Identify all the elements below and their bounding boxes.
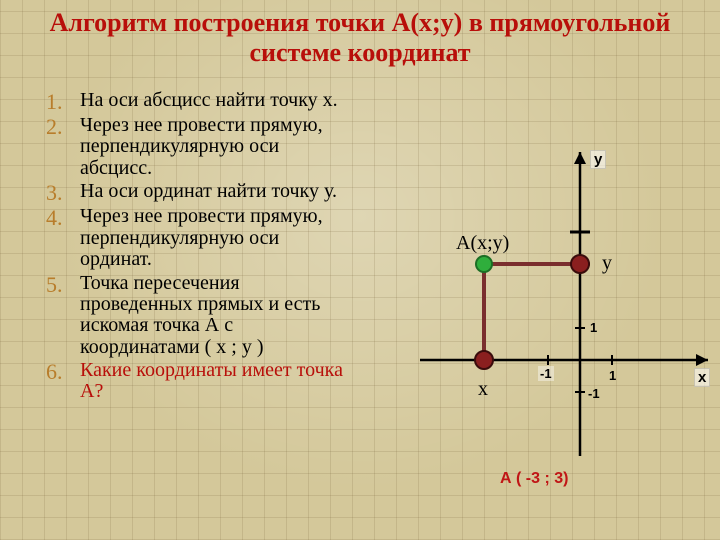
point-a-label: А(х;у) (456, 232, 509, 255)
step-text: На оси ординат найти точку у. (80, 181, 337, 204)
tick-y-neg: -1 (588, 386, 600, 401)
tick-x-neg: -1 (538, 366, 554, 381)
tick-y-pos: 1 (590, 320, 597, 335)
step-number: 1. (46, 90, 80, 113)
step-text: Через нее провести прямую, перпендикуляр… (80, 206, 356, 270)
tick-x-pos: 1 (609, 368, 616, 383)
step-number: 6. (46, 360, 80, 403)
mark-y-label: у (602, 252, 612, 275)
step-item: 6.Какие координаты имеет точка А? (46, 360, 356, 403)
step-text: Точка пересечения проведенных прямых и е… (80, 273, 356, 359)
step-item: 5.Точка пересечения проведенных прямых и… (46, 273, 356, 359)
coordinate-diagram: x y 1 -1 1 -1 А(х;у) х у А ( -3 ; 3) (390, 120, 710, 500)
axis-label-y: y (590, 150, 606, 169)
axis-label-x: x (694, 368, 710, 387)
step-item: 4.Через нее провести прямую, перпендикул… (46, 206, 356, 270)
step-text: Через нее провести прямую, перпендикуляр… (80, 115, 356, 179)
step-number: 2. (46, 115, 80, 179)
steps-list: 1.На оси абсцисс найти точку х.2.Через н… (46, 90, 356, 405)
step-number: 5. (46, 273, 80, 359)
step-number: 3. (46, 181, 80, 204)
step-item: 1.На оси абсцисс найти точку х. (46, 90, 356, 113)
step-item: 2.Через нее провести прямую, перпендикул… (46, 115, 356, 179)
step-text: Какие координаты имеет точка А? (80, 360, 356, 403)
step-text: На оси абсцисс найти точку х. (80, 90, 338, 113)
mark-x-label: х (478, 378, 488, 401)
answer-label: А ( -3 ; 3) (500, 470, 568, 488)
step-number: 4. (46, 206, 80, 270)
step-item: 3.На оси ординат найти точку у. (46, 181, 356, 204)
slide-title: Алгоритм построения точки А(х;у) в прямо… (0, 8, 720, 68)
